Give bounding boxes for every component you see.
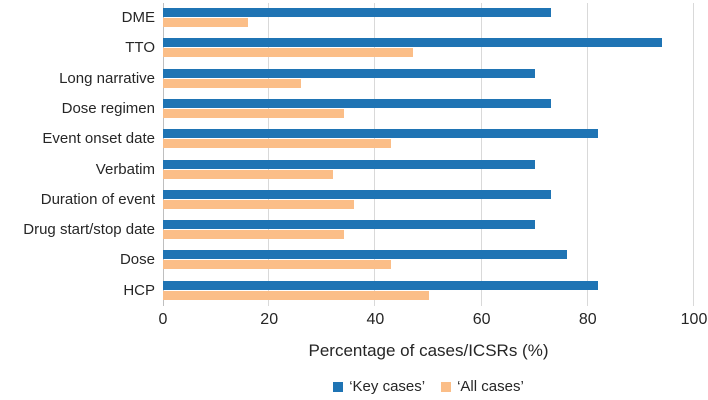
legend-swatch-key-cases	[333, 381, 344, 392]
bar-all-cases-tto	[163, 48, 413, 58]
category-label-drug-startstop-date: Drug start/stop date	[23, 221, 155, 239]
bar-all-cases-hcp	[163, 290, 429, 300]
x-tick-label-60: 60	[472, 311, 491, 328]
bar-all-cases-verbatim	[163, 169, 333, 179]
category-label-long-narrative: Long narrative	[59, 69, 155, 87]
x-axis-title: Percentage of cases/ICSRs (%)	[308, 341, 549, 360]
gridline-40	[374, 3, 376, 306]
bar-key-cases-long-narrative	[163, 68, 535, 78]
legend-label-key-cases: ‘Key cases’	[349, 378, 426, 395]
legend-item-key-cases: ‘Key cases’	[333, 378, 425, 395]
legend-swatch-all-cases	[441, 381, 452, 392]
bar-all-cases-duration-of-event	[163, 199, 355, 209]
legend: ‘Key cases’ ‘All cases’	[163, 378, 694, 395]
y-axis-category-labels: DME TTO Long narrative Dose regimen Event on…	[0, 3, 157, 306]
category-label-dose: Dose	[119, 251, 155, 269]
x-tick-label-80: 80	[578, 311, 597, 328]
bar-key-cases-event-onset-date	[163, 129, 599, 139]
bar-key-cases-verbatim	[163, 159, 535, 169]
legend-label-all-cases: ‘All cases’	[457, 378, 524, 395]
bar-key-cases-hcp	[163, 280, 599, 290]
x-tick-label-100: 100	[680, 311, 708, 328]
x-tick-label-40: 40	[366, 311, 385, 328]
bar-all-cases-drug-startstop-date	[163, 230, 344, 240]
bar-key-cases-dme	[163, 8, 551, 17]
x-tick-label-20: 20	[260, 311, 279, 328]
category-label-event-onset-date: Event onset date	[42, 130, 155, 148]
bar-key-cases-drug-startstop-date	[163, 220, 535, 230]
bar-key-cases-dose-regimen	[163, 98, 551, 108]
category-label-duration-of-event: Duration of event	[40, 190, 155, 208]
x-tick-label-0: 0	[158, 311, 168, 328]
category-label-dose-regimen: Dose regimen	[61, 99, 155, 117]
gridline-60	[480, 3, 482, 306]
plot-area	[163, 3, 694, 306]
gridline-100	[693, 3, 694, 306]
category-label-dme: DME	[121, 9, 155, 26]
bar-all-cases-dose	[163, 260, 392, 270]
y-axis-line	[163, 3, 164, 306]
gridline-20	[268, 3, 270, 306]
legend-item-all-cases: ‘All cases’	[441, 378, 524, 395]
category-label-tto: TTO	[125, 39, 155, 57]
bar-all-cases-long-narrative	[163, 78, 302, 88]
bar-key-cases-tto	[163, 38, 663, 48]
bar-all-cases-dme	[163, 18, 248, 27]
bar-key-cases-duration-of-event	[163, 189, 551, 199]
gridline-80	[586, 3, 588, 306]
bar-all-cases-event-onset-date	[163, 139, 392, 149]
category-label-hcp: HCP	[123, 281, 155, 299]
category-label-verbatim: Verbatim	[95, 160, 155, 178]
x-axis-ticks: 0 20 40 60 80 100	[159, 311, 708, 331]
bar-key-cases-dose	[163, 250, 567, 260]
bar-all-cases-dose-regimen	[163, 108, 344, 118]
